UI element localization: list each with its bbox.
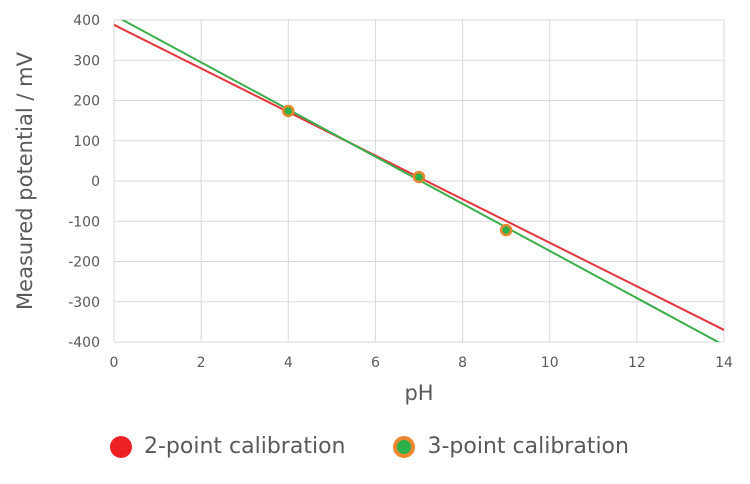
x-tick-label: 2 <box>197 355 206 371</box>
red-circle-icon <box>110 435 132 458</box>
y-tick-label: -100 <box>68 214 100 230</box>
data-point-marker <box>282 104 295 118</box>
y-tick-label: 300 <box>73 53 100 69</box>
y-tick-label: 0 <box>91 174 100 190</box>
legend-label: 3-point calibration <box>427 434 629 459</box>
green-orange-circle-icon <box>393 435 416 458</box>
x-tick-label: 14 <box>715 355 733 371</box>
y-axis-label: Measured potential / mV <box>13 51 37 310</box>
x-tick-label: 4 <box>284 355 293 371</box>
y-tick-label: 200 <box>73 94 100 110</box>
x-tick-label: 6 <box>371 355 380 371</box>
legend-item-2-point: 2-point calibration <box>110 434 345 459</box>
y-tick-label: -200 <box>68 255 100 271</box>
tick-labels: 400 300 200 100 0 -100 -200 -300 -400 0 2 4 6 8 10 12 14 <box>68 13 733 371</box>
legend-label: 2-point calibration <box>144 434 346 459</box>
x-tick-label: 12 <box>628 355 646 371</box>
data-point-marker <box>499 223 513 237</box>
y-tick-label: -300 <box>68 295 100 311</box>
y-tick-label: 100 <box>73 134 100 150</box>
chart-plot: 400 300 200 100 0 -100 -200 -300 -400 0 2 4 6 8 10 12 14… <box>13 13 733 405</box>
x-axis-label: pH <box>404 381 433 405</box>
x-tick-label: 10 <box>541 355 559 371</box>
legend-item-3-point: 3-point calibration <box>393 434 629 459</box>
legend: 2-point calibration 3-point calibration <box>110 434 677 459</box>
x-tick-label: 8 <box>458 355 467 371</box>
data-series <box>114 20 724 342</box>
data-point-marker <box>412 170 426 184</box>
x-tick-label: 0 <box>110 355 119 371</box>
y-tick-label: -400 <box>68 335 100 351</box>
y-tick-label: 400 <box>73 13 100 29</box>
